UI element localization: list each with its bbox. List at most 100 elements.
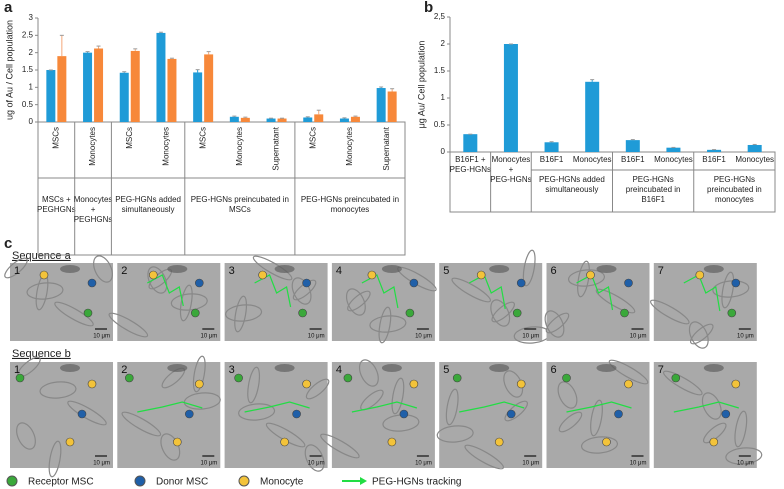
cell-marker (191, 308, 200, 318)
x-tick-label: Monocytes (573, 155, 612, 164)
frame-number: 3 (229, 265, 235, 277)
cell-shape (734, 410, 748, 448)
bar (130, 50, 140, 122)
microscopy-frame: 1 10 μm (4, 255, 113, 341)
y-tick-label: 0.5 (22, 100, 34, 109)
microscopy-frame: 4 10 μm (331, 263, 437, 344)
y-tick-label: 1.5 (22, 65, 34, 74)
cell-marker (125, 373, 134, 383)
bar (303, 117, 313, 122)
cell-shape (252, 255, 293, 281)
tracking-path (137, 401, 203, 413)
cell-marker (695, 270, 705, 280)
y-tick-label: 0 (441, 147, 446, 156)
cell-marker (731, 278, 741, 288)
frame-number: 2 (121, 265, 127, 277)
cell-shape (725, 447, 763, 465)
cell-shape (703, 422, 727, 444)
x-tick-label: Monocytes (654, 155, 693, 164)
cell-shape (577, 260, 590, 298)
cell-shape (108, 312, 149, 338)
scale-bar-label: 10 μm (201, 461, 218, 467)
x-tick-label: B16F1 (621, 155, 645, 164)
x-tick-label: Monocytes (235, 127, 244, 166)
cell-shape (445, 388, 459, 426)
cell-shape (320, 433, 360, 459)
cell-marker (195, 278, 204, 288)
bar (277, 118, 287, 122)
cell-shape (436, 425, 474, 443)
x-tick-label: MSCs (51, 127, 60, 149)
cell-shape (54, 301, 94, 327)
x-tick-label: Supernatant (382, 126, 391, 170)
scale-bar-label: 10 μm (630, 461, 647, 467)
x-tick-label: Monocytes (345, 127, 354, 166)
dark-debris (489, 265, 510, 273)
cell-marker (476, 270, 486, 280)
cell-marker (516, 278, 526, 288)
cell-marker (620, 308, 629, 318)
dark-debris (703, 265, 724, 273)
cell-marker (399, 409, 409, 419)
dark-debris (60, 265, 80, 273)
microscopy-frame: 3 10 μm (224, 255, 328, 341)
dark-debris (596, 364, 617, 372)
cell-shape (490, 299, 511, 327)
microscopy-frame: 5 10 μm (436, 362, 543, 470)
legend-arrow-head (360, 477, 367, 485)
cell-shape (557, 381, 578, 409)
cell-shape (93, 255, 113, 283)
x-tick-label: MSCs (125, 127, 134, 149)
group-label: PEG-HGNs preincubated in monocytes (707, 175, 762, 204)
legend-text: Donor MSC (156, 477, 208, 488)
cell-shape (292, 279, 317, 301)
cell-shape (595, 288, 636, 314)
cell-shape (291, 277, 312, 305)
frame-image (10, 263, 113, 341)
cell-shape (378, 306, 392, 344)
bar (204, 54, 214, 122)
cell-marker (409, 278, 419, 288)
tracking-path (244, 401, 310, 413)
legend-text: PEG-HGNs tracking (372, 477, 461, 488)
cell-shape (147, 266, 168, 294)
cell-shape (121, 411, 162, 437)
frame-number: 7 (658, 364, 664, 376)
y-tick-label: 2.5 (22, 30, 34, 39)
cell-shape (688, 321, 709, 349)
bar (666, 147, 681, 152)
panel-label: c (4, 235, 12, 252)
frame-number: 4 (336, 364, 342, 376)
frame-number: 6 (551, 364, 557, 376)
bar (266, 118, 276, 122)
group-label: PEG-HGNs added simultaneously (539, 175, 605, 194)
frame-number: 1 (14, 265, 20, 277)
scale-bar-label: 10 μm (308, 334, 325, 340)
cell-shape (347, 290, 371, 312)
cell-marker (387, 437, 397, 447)
dark-debris (60, 364, 80, 372)
bar (376, 88, 386, 122)
cell-marker (506, 409, 516, 419)
dark-debris (596, 265, 617, 273)
microscopy-frame: 7 10 μm (649, 263, 757, 349)
table-frame (37, 121, 406, 256)
cell-shape (345, 288, 366, 316)
cell-marker (83, 308, 93, 318)
y-tick-label: 3 (29, 13, 34, 22)
frame-number: 5 (443, 265, 449, 277)
scale-bar-label: 10 μm (415, 334, 432, 340)
cell-shape (4, 257, 28, 279)
frame-image (10, 362, 113, 468)
cell-marker (185, 409, 194, 419)
group-label: Monocytes + PEGHGNs (74, 195, 113, 224)
cell-marker (405, 308, 415, 318)
scale-bar-label: 10 μm (93, 461, 110, 467)
frame-image (331, 263, 435, 341)
tracking-path (673, 401, 739, 413)
bar (544, 142, 559, 152)
bar (46, 70, 56, 122)
cell-shape (179, 284, 193, 322)
scale-bar-label: 10 μm (522, 334, 539, 340)
